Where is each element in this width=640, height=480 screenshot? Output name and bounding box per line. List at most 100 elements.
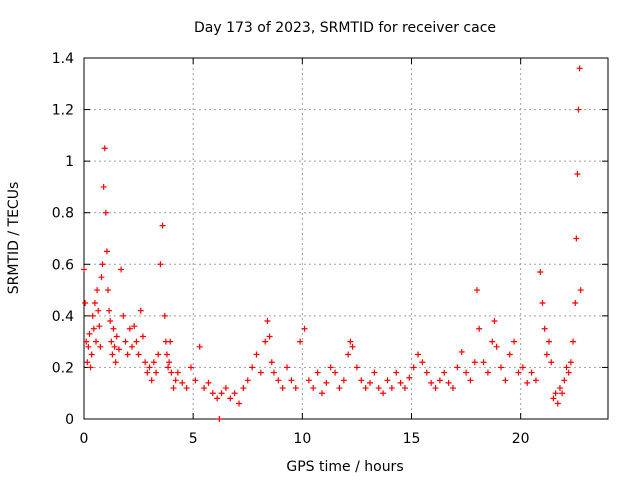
data-point xyxy=(305,377,312,384)
x-tick-labels: 0 5 10 15 20 xyxy=(80,431,530,447)
data-points xyxy=(81,65,584,422)
y-tick-label: 1.4 xyxy=(52,51,74,67)
data-point xyxy=(511,338,518,345)
data-point xyxy=(165,364,172,371)
data-point xyxy=(380,390,387,397)
data-point xyxy=(155,351,162,358)
data-point xyxy=(570,338,577,345)
data-point xyxy=(576,65,583,72)
data-point xyxy=(484,369,491,376)
data-point xyxy=(192,377,199,384)
data-point xyxy=(375,385,382,392)
data-point xyxy=(539,299,546,306)
data-point xyxy=(168,369,175,376)
data-point xyxy=(122,338,129,345)
data-point xyxy=(279,385,286,392)
data-point xyxy=(113,333,120,340)
y-tick-labels: 0 0.2 0.4 0.6 0.8 1 1.2 1.4 xyxy=(52,51,74,428)
data-point xyxy=(172,377,179,384)
x-axis-label: GPS time / hours xyxy=(286,459,403,475)
data-point xyxy=(491,318,498,325)
data-point xyxy=(537,269,544,276)
data-point xyxy=(135,351,142,358)
data-point xyxy=(362,385,369,392)
data-point xyxy=(349,343,356,350)
data-point xyxy=(423,369,430,376)
data-point xyxy=(445,379,452,386)
data-point xyxy=(284,364,291,371)
data-point xyxy=(332,369,339,376)
data-point xyxy=(353,364,360,371)
y-axis-label: SRMTID / TECUs xyxy=(6,182,22,295)
data-point xyxy=(209,390,216,397)
data-point xyxy=(565,369,572,376)
x-tick-label: 0 xyxy=(80,431,89,447)
data-point xyxy=(406,374,413,381)
data-point xyxy=(142,359,149,366)
data-point xyxy=(552,390,559,397)
data-point xyxy=(257,369,264,376)
data-point xyxy=(103,248,110,255)
data-point xyxy=(129,343,136,350)
data-point xyxy=(524,379,531,386)
data-point xyxy=(146,364,153,371)
data-point xyxy=(474,287,480,294)
data-point xyxy=(577,287,584,294)
data-point xyxy=(428,379,435,386)
data-point xyxy=(515,369,522,376)
data-point xyxy=(111,343,118,350)
data-point xyxy=(401,385,408,392)
data-point xyxy=(340,377,347,384)
data-point xyxy=(270,369,277,376)
y-tick-label: 0 xyxy=(65,412,74,428)
data-point xyxy=(367,379,374,386)
data-point xyxy=(393,369,400,376)
data-point xyxy=(541,325,548,332)
y-tick-label: 0.6 xyxy=(52,257,74,273)
data-point xyxy=(150,359,157,366)
data-point xyxy=(105,287,112,294)
data-point xyxy=(574,171,581,178)
data-point xyxy=(572,299,579,306)
data-point xyxy=(264,318,271,325)
data-point xyxy=(88,351,95,358)
data-point xyxy=(314,369,321,376)
data-point xyxy=(397,379,404,386)
data-point xyxy=(345,351,352,358)
data-point xyxy=(166,359,173,366)
data-point xyxy=(205,379,212,386)
x-tick-label: 5 xyxy=(189,431,198,447)
data-point xyxy=(133,338,140,345)
data-point xyxy=(170,385,177,392)
data-point xyxy=(388,385,395,392)
data-point xyxy=(358,377,365,384)
data-point xyxy=(159,222,166,229)
data-point xyxy=(336,385,343,392)
data-point xyxy=(288,377,295,384)
data-point xyxy=(262,338,269,345)
data-point xyxy=(318,390,325,397)
data-point xyxy=(218,390,225,397)
data-point xyxy=(463,369,470,376)
data-point xyxy=(91,299,98,306)
data-point xyxy=(94,287,101,294)
data-point xyxy=(567,359,574,366)
x-tick-label: 20 xyxy=(512,431,530,447)
y-tick-label: 1 xyxy=(65,154,74,170)
data-point xyxy=(144,369,151,376)
data-point xyxy=(84,359,91,366)
data-point xyxy=(187,364,194,371)
data-point xyxy=(157,261,164,268)
data-point xyxy=(275,377,282,384)
data-point xyxy=(106,307,113,314)
data-point xyxy=(236,400,243,407)
data-point xyxy=(471,359,478,366)
data-point xyxy=(292,385,299,392)
data-point xyxy=(543,351,550,358)
data-point xyxy=(214,395,221,402)
data-point xyxy=(449,385,456,392)
data-point xyxy=(81,266,87,273)
data-point xyxy=(561,377,568,384)
x-tick-label: 10 xyxy=(293,431,311,447)
data-point xyxy=(519,364,526,371)
